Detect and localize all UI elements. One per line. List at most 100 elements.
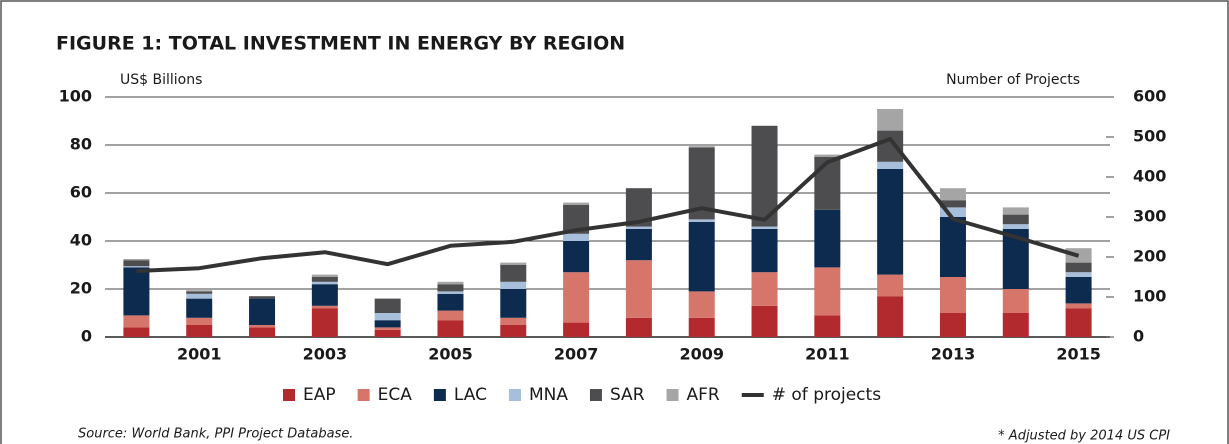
- bar-segment: [123, 327, 150, 337]
- x-tick-label: 2009: [679, 345, 724, 364]
- bar-segment: [311, 284, 338, 306]
- y2-tick-label: 500: [1133, 127, 1166, 146]
- bar-segment: [563, 233, 590, 241]
- bar-segment: [939, 200, 966, 208]
- legend-swatch: [283, 389, 295, 401]
- note: * Adjusted by 2014 US CPI: [998, 429, 1170, 444]
- bar-segment: [249, 298, 276, 325]
- bar-segment: [688, 291, 715, 318]
- chart-title: FIGURE 1: TOTAL INVESTMENT IN ENERGY BY …: [56, 33, 625, 55]
- bar-segment: [1065, 303, 1092, 309]
- bar-segment: [186, 317, 213, 325]
- legend-label: MNA: [529, 385, 568, 405]
- bar-segment: [374, 313, 401, 321]
- bar-segment: [751, 229, 778, 273]
- x-tick-label: 2005: [428, 345, 473, 364]
- bar-segment: [374, 327, 401, 330]
- bar-segment: [877, 161, 904, 169]
- bar-segment: [1065, 277, 1092, 304]
- y-tick-label: 40: [70, 231, 92, 250]
- legend-label: ECA: [378, 385, 413, 405]
- bar-segment: [374, 329, 401, 337]
- bar-segment: [877, 130, 904, 162]
- bar-segment: [688, 221, 715, 292]
- bar-segment: [939, 313, 966, 337]
- bar-segment: [123, 266, 150, 268]
- bar-segment: [939, 217, 966, 277]
- y-tick-label: 100: [59, 87, 92, 106]
- bar-segment: [311, 281, 338, 285]
- bar-segment: [939, 207, 966, 217]
- bar-segment: [625, 226, 652, 229]
- y-axis-label: US$ Billions: [120, 72, 202, 88]
- bar-segment: [814, 267, 841, 316]
- bar-segment: [1002, 289, 1029, 313]
- bar-segment: [249, 325, 276, 328]
- bar-segment: [563, 322, 590, 337]
- bar-segment: [877, 169, 904, 275]
- bar-segment: [437, 284, 464, 292]
- bar-segment: [751, 305, 778, 337]
- y2-axis-label: Number of Projects: [946, 72, 1080, 88]
- bar-segment: [1002, 214, 1029, 225]
- bar-segment: [814, 315, 841, 337]
- bar-segment: [877, 296, 904, 337]
- line-series: [136, 137, 1080, 273]
- legend-label: SAR: [610, 385, 645, 405]
- bar-segment: [123, 315, 150, 328]
- legend-label: # of projects: [772, 385, 881, 405]
- bar-segment: [186, 291, 213, 294]
- y-tick-label: 80: [70, 135, 92, 154]
- bar-segment: [814, 209, 841, 268]
- bar-segment: [249, 327, 276, 337]
- bar-segment: [311, 277, 338, 282]
- bar-segment: [437, 320, 464, 337]
- bar-segment: [500, 265, 527, 282]
- bar-segment: [625, 229, 652, 261]
- bar-segment: [437, 293, 464, 311]
- bar-segment: [437, 310, 464, 321]
- y2-tick-label: 600: [1133, 87, 1166, 106]
- x-tick-label: 2011: [805, 345, 850, 364]
- legend-swatch: [357, 389, 370, 401]
- bar-segment: [437, 281, 464, 285]
- legend-swatch: [433, 389, 446, 401]
- y2-tick-label: 300: [1133, 207, 1166, 226]
- bar-segment: [500, 281, 527, 289]
- bar-segment: [186, 290, 213, 292]
- bar-segment: [123, 259, 150, 261]
- bar-segment: [688, 317, 715, 337]
- bar-segment: [563, 241, 590, 273]
- x-tick-label: 2007: [554, 345, 599, 364]
- bar-segment: [500, 289, 527, 318]
- bar-segment: [563, 202, 590, 205]
- bar-segment: [500, 325, 527, 337]
- bar-segment: [249, 296, 276, 299]
- x-tick-label: 2013: [931, 345, 976, 364]
- x-tick-label: 2003: [303, 345, 348, 364]
- y2-tick-label: 200: [1133, 247, 1166, 266]
- bar-segment: [751, 272, 778, 306]
- bar-segment: [877, 274, 904, 297]
- bar-segment: [1065, 272, 1092, 277]
- bar-segment: [311, 274, 338, 277]
- legend-label: LAC: [454, 385, 487, 405]
- legend-swatch: [589, 389, 602, 401]
- bar-segment: [500, 262, 527, 265]
- bar-segment: [1002, 207, 1029, 215]
- bar-segment: [814, 154, 841, 157]
- bar-segment: [1002, 224, 1029, 229]
- bar-segment: [500, 317, 527, 325]
- bar-segment: [123, 267, 150, 316]
- bar-segment: [437, 291, 464, 294]
- x-tick-label: 2015: [1056, 345, 1101, 364]
- bar-segment: [374, 298, 401, 313]
- y2-tick-label: 100: [1133, 287, 1166, 306]
- y-tick-label: 60: [70, 183, 92, 202]
- legend-label: AFR: [687, 385, 720, 405]
- bar-segment: [311, 305, 338, 309]
- bar-segment: [939, 277, 966, 313]
- bar-segment: [1065, 308, 1092, 337]
